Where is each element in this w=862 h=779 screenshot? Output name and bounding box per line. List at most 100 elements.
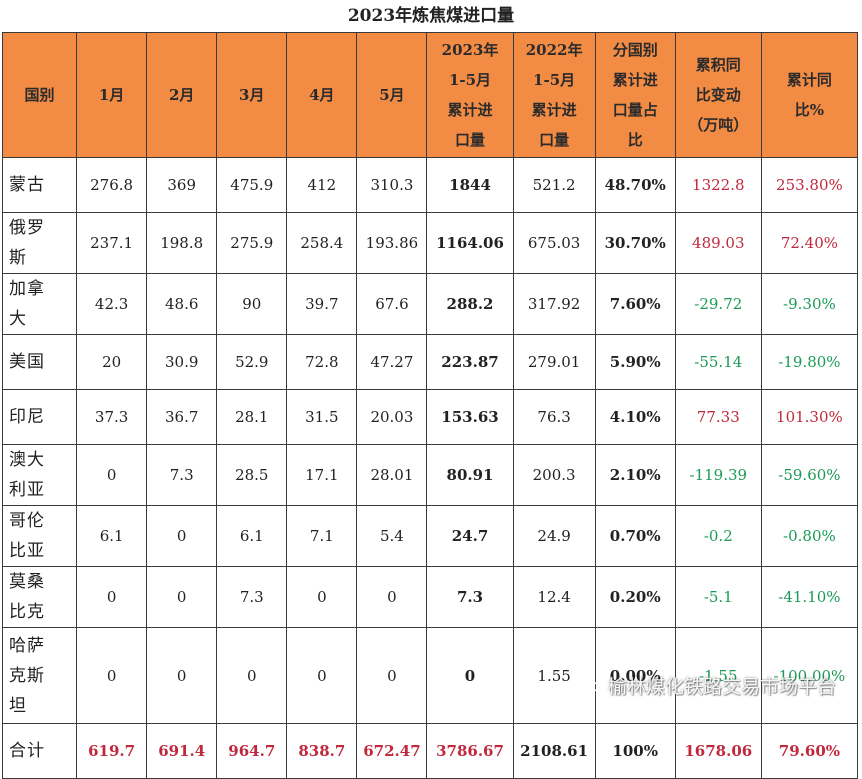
country-cell: 哈萨 克斯坦 [1,627,78,724]
country-name-line: 加拿 [9,279,45,299]
data-cell: 17.1 [286,444,358,506]
table-row: 印尼 37.3 36.7 28.1 31.5 20.03 153.63 76.3 4.10% 77… [1,389,859,445]
data-cell: 0 [216,627,288,724]
data-cell: 237.1 [76,212,148,274]
column-header: 分国别 累计进 口量占比 [594,32,676,158]
country-cell: 莫桑 比克 [1,566,78,628]
data-cell: 0 [76,566,148,628]
table-row: 澳大 利亚 0 7.3 28.5 17.1 28.01 80.91 200.3 2.10% -119… [1,444,859,506]
data-cell: 42.3 [76,273,148,335]
data-cell: 72.40% [760,212,859,274]
column-header: 2023年 1-5月 累计进 口量 [426,32,514,158]
coal-import-table: 国别 1月 2月 3月 4月 5月 2023年 1-5月 累计进 口量 2022年 1-5月 累计进 口量… [1,32,859,779]
column-header-line: 口量 [455,131,486,149]
data-cell: 5.90% [594,334,676,390]
data-cell: 1.55 [512,627,596,724]
column-header: 4月 [286,32,358,158]
table-body: 蒙古 276.8 369 475.9 412 310.3 1844 521.2 48.70% 13… [1,157,859,779]
column-header-line: 累计同 [786,71,832,89]
data-cell: 0 [286,566,358,628]
country-name-line: 哥伦 [9,511,45,531]
total-cell: 619.7 [76,723,148,779]
column-header-line: 口量 [539,131,570,149]
data-cell: 7.3 [146,444,218,506]
table-row: 美国 20 30.9 52.9 72.8 47.27 223.87 279.01 5.90% -5… [1,334,859,390]
data-cell: -9.30% [760,273,859,335]
country-cell: 美国 [1,334,78,390]
data-cell: 317.92 [512,273,596,335]
data-cell: 7.3 [426,566,514,628]
data-cell: 2.10% [594,444,676,506]
column-header: 1月 [76,32,148,158]
data-cell: 48.70% [594,157,676,213]
data-cell: 0 [146,627,218,724]
country-name-line: 坦 [9,695,27,716]
data-cell: 31.5 [286,389,358,445]
column-header-line: 分国别 [612,41,658,59]
data-cell: 67.6 [356,273,428,335]
column-header: 累积同比变动 （万吨） [674,32,762,158]
column-header-line: （万吨） [688,116,749,134]
total-cell: 100% [594,723,676,779]
column-header: 2月 [146,32,218,158]
data-cell: 12.4 [512,566,596,628]
data-cell: 5.4 [356,505,428,567]
data-cell: 20 [76,334,148,390]
country-name-line: 哈萨 [9,635,45,656]
data-cell: 369 [146,157,218,213]
data-cell: 47.27 [356,334,428,390]
total-cell: 838.7 [286,723,358,779]
total-cell: 691.4 [146,723,218,779]
table-row: 哈萨 克斯坦 0 0 0 0 0 0 1.55 0.00% -1.55 -100.00% [1,627,859,724]
country-cell: 哥伦 比亚 [1,505,78,567]
table-row: 莫桑 比克 0 0 7.3 0 0 7.3 12.4 0.20% -5.1 -41.10% [1,566,859,628]
country-cell: 俄罗斯 [1,212,78,274]
column-header-line: 累积同 [695,56,741,74]
data-cell: 198.8 [146,212,218,274]
table-row: 加拿大 42.3 48.6 90 39.7 67.6 288.2 317.92 7.60% -29… [1,273,859,335]
column-header-line: 累计进 [612,71,658,89]
data-cell: 0 [356,566,428,628]
header-row: 国别 1月 2月 3月 4月 5月 2023年 1-5月 累计进 口量 2022年 1-5月 累计进 口量… [1,32,859,158]
data-cell: 1844 [426,157,514,213]
data-cell: 24.9 [512,505,596,567]
data-cell: 0 [146,505,218,567]
column-header-line: 比变动 [695,86,741,104]
data-cell: 275.9 [216,212,288,274]
country-cell: 澳大 利亚 [1,444,78,506]
data-cell: 193.86 [356,212,428,274]
total-cell: 79.60% [760,723,859,779]
data-cell: 39.7 [286,273,358,335]
data-cell: 101.30% [760,389,859,445]
data-cell: 412 [286,157,358,213]
data-cell: -29.72 [674,273,762,335]
data-cell: 276.8 [76,157,148,213]
data-cell: 310.3 [356,157,428,213]
country-name-line: 澳大 [9,450,45,470]
data-cell: -55.14 [674,334,762,390]
country-name-line: 斯 [9,248,27,268]
data-cell: 20.03 [356,389,428,445]
data-cell: 30.70% [594,212,676,274]
country-cell: 加拿大 [1,273,78,335]
column-header-line: 国别 [24,86,55,104]
data-cell: 90 [216,273,288,335]
data-cell: 223.87 [426,334,514,390]
data-cell: -0.2 [674,505,762,567]
data-cell: 28.1 [216,389,288,445]
data-cell: 0 [356,627,428,724]
column-header: 3月 [216,32,288,158]
data-cell: -1.55 [674,627,762,724]
country-name-line: 大 [9,309,27,329]
data-cell: 0.00% [594,627,676,724]
column-header: 国别 [1,32,78,158]
data-cell: 7.1 [286,505,358,567]
total-cell: 672.47 [356,723,428,779]
total-row: 合计 619.7 691.4 964.7 838.7 672.47 3786.67 2108.… [1,723,859,779]
data-cell: 253.80% [760,157,859,213]
column-header: 2022年 1-5月 累计进 口量 [512,32,596,158]
data-cell: 24.7 [426,505,514,567]
data-cell: 37.3 [76,389,148,445]
country-name-line: 比克 [9,602,45,622]
data-cell: 1164.06 [426,212,514,274]
